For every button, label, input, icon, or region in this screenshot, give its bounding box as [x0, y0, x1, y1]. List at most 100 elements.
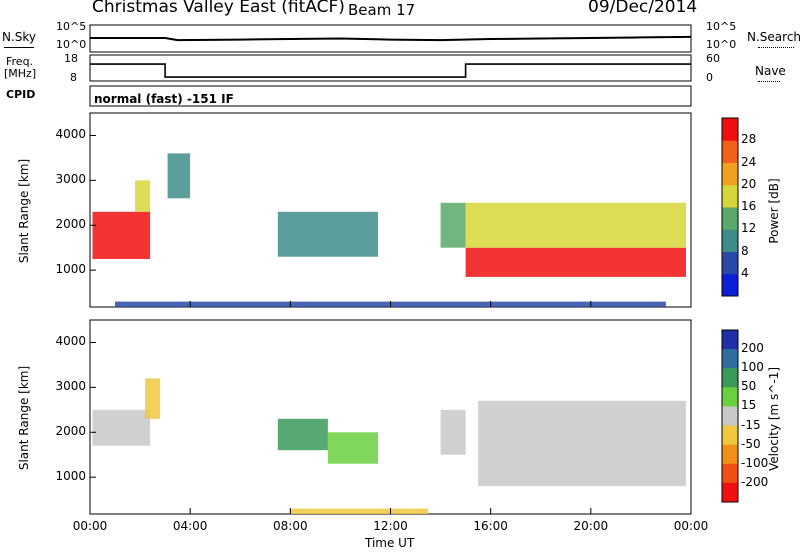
- freq-line: [90, 63, 691, 78]
- nsearch-legend-line: [758, 47, 794, 48]
- nave-label: Nave: [755, 64, 786, 78]
- nsearch-label: N.Search: [747, 30, 800, 44]
- power-colorbar-segment: [722, 207, 738, 230]
- freq-unit-label: [MHz]: [4, 67, 37, 80]
- cpid-label: CPID: [6, 88, 36, 101]
- power-colorbar-segment: [722, 162, 738, 186]
- velocity-colorbar-tick: -50: [741, 436, 761, 451]
- freq-left-top-tick: 18: [64, 52, 78, 65]
- velocity-colorbar-segment: [722, 463, 738, 484]
- time-axis-label: Time UT: [365, 536, 415, 550]
- power-colorbar-tick: 8: [741, 243, 749, 258]
- freq-panel-frame: [89, 54, 692, 82]
- range-tick-label: 4000: [55, 127, 86, 142]
- power-g-region-1: [135, 180, 151, 212]
- power-colorbar-tick: 12: [741, 221, 757, 236]
- range-tick-label: 1000: [55, 262, 86, 277]
- power-colorbar-label: Power [dB]: [767, 178, 781, 244]
- range-tick-label: 3000: [55, 172, 86, 187]
- time-tick-label: 08:00: [273, 519, 308, 533]
- noise-left-top-tick: 10^5: [56, 20, 87, 33]
- velocity-colorbar-tick: 200: [741, 341, 764, 356]
- time-tick-label: 00:00: [72, 519, 108, 533]
- power-colorbar-tick: 16: [741, 199, 757, 213]
- vel-g-region-4: [440, 409, 466, 455]
- noise-left-bottom-tick: 10^0: [56, 38, 87, 51]
- velocity-range-label: Slant Range [km]: [17, 365, 31, 471]
- velocity-colorbar-tick: -15: [741, 417, 761, 432]
- time-tick-label: 20:00: [573, 519, 609, 533]
- plot-title: Christmas Valley East (fitACF): [92, 0, 345, 17]
- power-colorbar-tick: 20: [741, 176, 757, 191]
- freq-left-bottom-tick: 8: [70, 71, 77, 84]
- range-tick-label: 1000: [55, 469, 86, 484]
- vel-g-region-0: [92, 409, 151, 446]
- nsky-label: N.Sky: [2, 30, 37, 44]
- power-g-region-2: [167, 153, 191, 199]
- power-colorbar-tick: 24: [741, 154, 757, 169]
- beam-label: Beam 17: [348, 1, 416, 19]
- power-colorbar-tick: 4: [741, 265, 749, 280]
- nave-legend-line: [758, 81, 780, 82]
- vel-g-region-2: [277, 418, 328, 451]
- range-tick-label: 4000: [55, 334, 86, 349]
- velocity-colorbar-segment: [722, 349, 738, 369]
- axes: [89, 134, 692, 514]
- power-colorbar-segment: [722, 184, 738, 208]
- velocity-colorbar-segment: [722, 425, 738, 446]
- colorbars: [721, 117, 739, 503]
- velocity-colorbar-segment: [722, 444, 738, 465]
- range-tick-label: 3000: [55, 379, 86, 394]
- vel-g-region-6: [290, 508, 428, 514]
- freq-right-top-tick: 60: [706, 52, 720, 65]
- time-tick-label: 12:00: [373, 519, 408, 533]
- freq-label: Freq.: [6, 55, 34, 68]
- power-g-region-3: [277, 211, 378, 257]
- power-g-region-6: [465, 202, 686, 248]
- velocity-colorbar-segment: [722, 406, 738, 427]
- velocity-colorbar-segment: [722, 330, 738, 350]
- vel-g-region-1: [145, 378, 161, 419]
- cpid-value: normal (fast) -151 IF: [94, 92, 234, 106]
- power-colorbar-segment: [722, 118, 738, 141]
- vel-g-region-5: [478, 400, 686, 487]
- range-tick-label: 2000: [55, 424, 86, 439]
- freq-right-bottom-tick: 0: [706, 71, 713, 84]
- power-g-region-4: [440, 202, 466, 248]
- freq-series: [90, 63, 691, 78]
- velocity-colorbar-segment: [722, 387, 738, 407]
- time-tick-label: 00:00: [673, 519, 709, 533]
- power-colorbar-segment: [722, 229, 738, 252]
- power-colorbar-frame: [721, 117, 739, 297]
- velocity-colorbar-tick: 100: [741, 360, 764, 375]
- plot-date: 09/Dec/2014: [588, 0, 698, 17]
- power-g-region-0: [92, 211, 151, 259]
- power-range-label: Slant Range [km]: [17, 158, 31, 264]
- velocity-colorbar-segment: [722, 482, 738, 503]
- velocity-colorbar-tick: 50: [741, 379, 757, 394]
- noise-series: [90, 35, 692, 42]
- power-colorbar-segment: [722, 251, 738, 275]
- vel-g-region-3: [327, 432, 378, 464]
- range-tick-label: 2000: [55, 217, 86, 232]
- time-tick-label: 16:00: [473, 519, 508, 533]
- noise-right-bottom-tick: 10^0: [706, 38, 737, 51]
- velocity-colorbar-segment: [722, 368, 738, 388]
- power-colorbar-segment: [722, 140, 738, 163]
- noise-right-top-tick: 10^5: [706, 20, 737, 33]
- velocity-colorbar-tick: -100: [741, 455, 769, 470]
- velocity-colorbar-tick: -200: [741, 474, 769, 489]
- velocity-heatmap: [92, 378, 686, 514]
- power-g-region-5: [465, 247, 686, 277]
- velocity-colorbar-tick: 15: [741, 398, 757, 413]
- nsky-legend-line: [4, 47, 34, 48]
- velocity-colorbar-frame: [721, 329, 739, 503]
- time-tick-label: 04:00: [172, 519, 208, 533]
- power-colorbar-tick: 28: [741, 132, 757, 147]
- nsky-line: [90, 35, 692, 42]
- velocity-colorbar-label: Velocity [m s^-1]: [767, 366, 781, 472]
- power-colorbar-segment: [722, 273, 738, 297]
- cpid-panel-frame: [89, 85, 692, 107]
